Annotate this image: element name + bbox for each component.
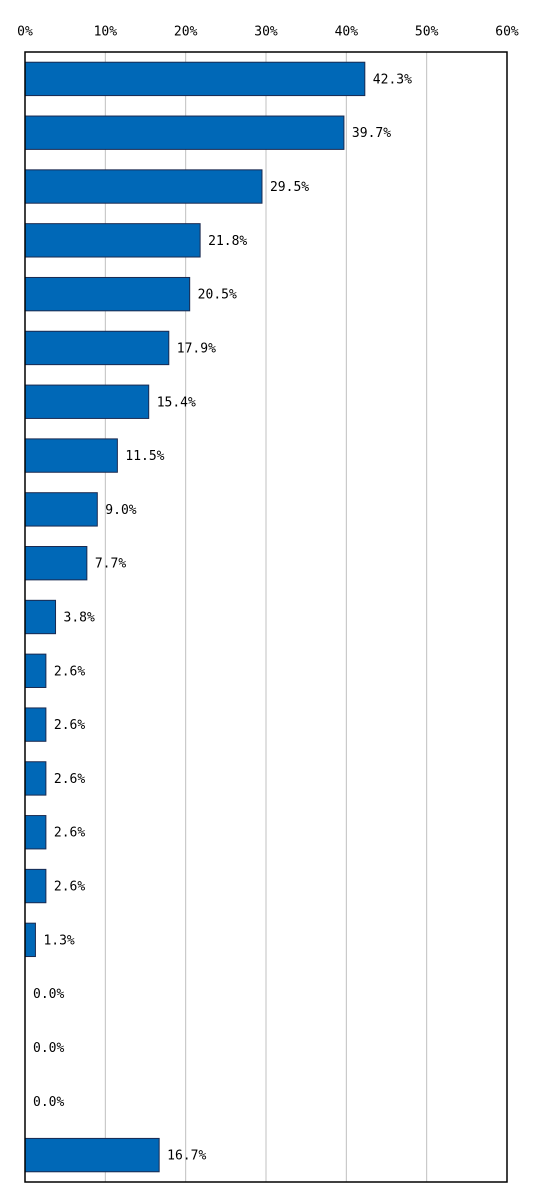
- bar: [24, 169, 263, 204]
- value-label: 20.5%: [198, 288, 237, 303]
- value-label: 0.0%: [33, 1041, 64, 1056]
- value-label: 2.6%: [54, 664, 85, 679]
- value-label: 0.0%: [33, 987, 64, 1002]
- bar: [24, 492, 98, 527]
- value-label: 0.0%: [33, 1095, 64, 1110]
- value-label: 29.5%: [270, 180, 309, 195]
- bar: [24, 223, 201, 258]
- bar: [24, 438, 118, 473]
- x-tick-label: 10%: [94, 25, 118, 40]
- bar: [24, 330, 170, 366]
- x-tick-label: 20%: [174, 25, 198, 40]
- value-label: 9.0%: [105, 503, 136, 518]
- value-label: 2.6%: [54, 718, 85, 733]
- bar: [24, 61, 366, 97]
- bar: [24, 384, 150, 419]
- value-label: 16.7%: [167, 1149, 206, 1164]
- bar: [24, 922, 36, 958]
- bar: [24, 653, 47, 688]
- value-label: 39.7%: [352, 126, 391, 141]
- value-label: 2.6%: [54, 772, 85, 787]
- x-tick-label: 60%: [495, 25, 519, 40]
- value-label: 17.9%: [177, 341, 216, 356]
- value-label: 15.4%: [157, 395, 196, 410]
- plot-border: [24, 51, 508, 1183]
- value-label: 11.5%: [125, 449, 164, 464]
- value-label: 21.8%: [208, 234, 247, 249]
- bar: [24, 707, 47, 742]
- value-label: 2.6%: [54, 880, 85, 895]
- bar: [24, 115, 345, 150]
- bar: [24, 1137, 160, 1173]
- value-label: 1.3%: [43, 933, 74, 948]
- x-tick-label: 0%: [17, 25, 33, 40]
- value-label: 3.8%: [64, 611, 95, 626]
- x-tick-label: 30%: [254, 25, 278, 40]
- value-label: 2.6%: [54, 826, 85, 841]
- x-tick-label: 40%: [335, 25, 359, 40]
- value-label: 42.3%: [373, 72, 412, 87]
- bar: [24, 546, 88, 581]
- bar: [24, 276, 191, 312]
- bar: [24, 815, 47, 850]
- bar: [24, 761, 47, 796]
- bar: [24, 868, 47, 904]
- x-tick-label: 50%: [415, 25, 439, 40]
- bar: [24, 599, 57, 635]
- value-label: 7.7%: [95, 557, 126, 572]
